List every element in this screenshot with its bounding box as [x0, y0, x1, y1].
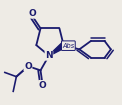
Text: O: O: [24, 62, 32, 71]
Text: Abs: Abs: [62, 43, 74, 49]
Polygon shape: [49, 43, 65, 56]
Text: O: O: [39, 81, 46, 90]
Text: N: N: [45, 51, 53, 60]
Text: O: O: [28, 9, 36, 18]
FancyBboxPatch shape: [61, 41, 75, 50]
